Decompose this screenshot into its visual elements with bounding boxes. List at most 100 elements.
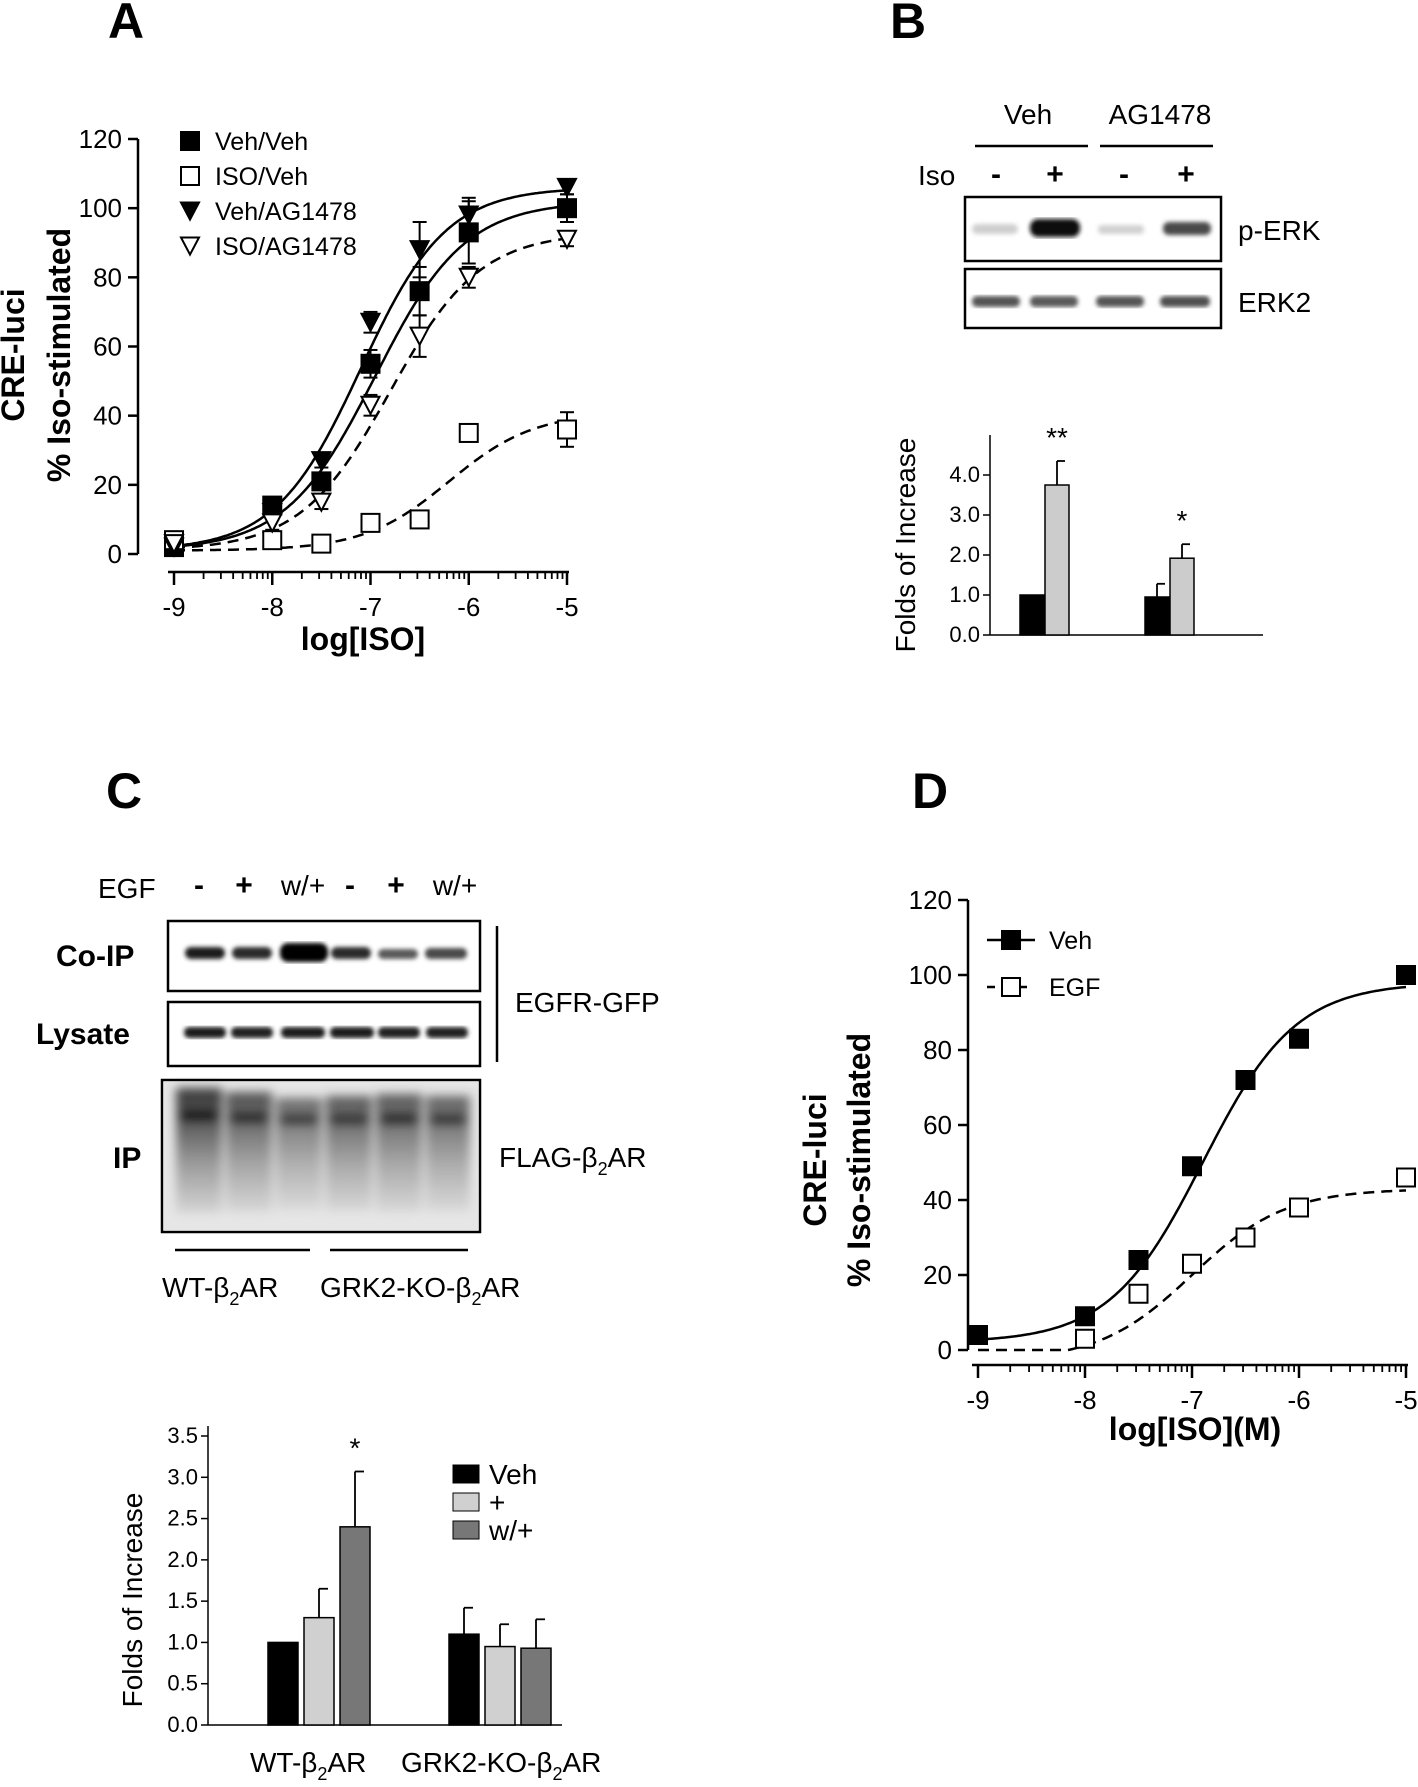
legend-swatch-1 [452,1464,480,1484]
series-4-point [408,326,431,347]
y-tick-label: 120 [909,885,952,915]
panel-d-ylabel-line1: CRE-luci [797,1093,833,1226]
bar-series-2-group-1 [1044,484,1070,636]
ip-smear-6 [426,1096,470,1211]
fit-curve-1 [173,204,568,548]
y-tick-label: 40 [93,401,122,431]
series-2-point [1075,1328,1095,1349]
series-4-point [458,267,480,289]
y-tick-label: 2.0 [167,1547,198,1572]
y-tick-label: 1.5 [167,1588,198,1613]
legend-label-1: Veh [1049,927,1092,955]
series-3-point [556,177,578,199]
blot-c-flag-label: FLAG-β2AR [499,1142,646,1179]
blot-b-iso-sign-1: - [991,158,1001,191]
panel-c: EGF - + w/+ - + w/+ Co-IP Lysate EGFR-GF… [36,869,660,1784]
blot-c-lysate-bands [184,1027,468,1038]
series-2-point [311,533,332,554]
ko-sub: 2 [471,1289,481,1309]
lysate-band-3 [281,1027,325,1038]
ko-post: AR [481,1272,520,1303]
series-2-point [1128,1283,1149,1304]
ip-smear-4 [326,1096,372,1211]
y-tick-label: 3.0 [167,1464,198,1489]
legend-marker-3 [179,201,201,222]
y-tick-label: 40 [923,1185,952,1215]
series-2-point [1235,1227,1256,1248]
blot-c-group-ko: GRK2-KO-β2AR [320,1272,520,1309]
y-tick-label: 0.0 [167,1712,198,1737]
series-2-point [1289,1197,1309,1218]
panel-a-legend: Veh/Veh ISO/Veh Veh/AG1478 ISO/AG1478 [179,128,357,261]
blot-c-label-coip: Co-IP [56,940,134,973]
y-tick-label: 0.0 [949,622,980,647]
legend-marker-1 [180,131,200,151]
series-1-point [557,198,577,219]
cat-ko-pre: GRK2-KO-β [401,1747,552,1778]
series-3-point [359,312,382,333]
flag-label-sub: 2 [598,1159,608,1179]
blot-c-lane-4: - [345,869,355,902]
legend-swatch-3 [452,1520,480,1540]
legend-label-3: w/+ [488,1515,533,1546]
panel-d-chart: 0 20 40 60 80 100 120 -9 -8 -7 -6 -5 Veh EGF CRE-luc… [797,885,1418,1447]
significance-mark: ** [1046,422,1068,453]
panel-b-chart: 0.01.02.03.04.0*** [949,422,1263,647]
blot-b-label-perk: p-ERK [1238,215,1321,246]
legend-marker-2 [1001,977,1021,997]
legend-label-3: Veh/AG1478 [215,198,357,226]
series-2-point [262,530,283,551]
cat-ko-post: AR [562,1747,601,1778]
cat-ko-sub: 2 [552,1764,562,1784]
legend-label-1: Veh/Veh [215,128,308,156]
blot-b-iso-sign-3: - [1119,158,1129,191]
lysate-band-1 [184,1027,226,1038]
y-tick-label: 100 [909,960,952,990]
panel-a-ylabel-line1: CRE-luci [0,288,31,421]
blot-b-perk-bands [972,219,1211,237]
series-4-point [261,513,283,534]
panel-a-axes: 0 20 40 60 80 100 120 -9 -8 -7 -6 -5 [79,124,579,622]
wt-sub: 2 [229,1289,239,1309]
x-tick-label: -9 [162,592,185,622]
blot-c-label-lysate: Lysate [36,1018,130,1051]
y-tick-label: 4.0 [949,462,980,487]
panel-c-cat-ko: GRK2-KO-β2AR [401,1747,601,1784]
wt-post: AR [239,1272,278,1303]
panel-letter-a: A [108,0,144,49]
lysate-band-2 [231,1027,273,1038]
bar-series-1-group-2 [1144,596,1170,636]
series-2-point [1182,1253,1202,1274]
y-tick-label: 3.5 [167,1423,198,1448]
erk2-band-2 [1030,296,1078,307]
perk-band-3 [1098,225,1144,234]
y-tick-label: 120 [79,124,122,154]
bar-series-2-group-2 [1169,557,1195,636]
series-2-point [557,419,577,440]
blot-c-egfr-label: EGFR-GFP [515,987,660,1018]
series-3-point [458,205,480,226]
y-tick-label: 20 [93,470,122,500]
series-1-point [1182,1156,1202,1177]
fit-curve-1 [977,985,1407,1341]
legend-label-1: Veh [489,1459,537,1490]
panel-c-cat-wt: WT-β2AR [250,1747,366,1784]
series-1-point [968,1325,988,1345]
fit-curve-2 [978,1189,1406,1352]
panel-a-points [163,177,578,558]
panel-d-points [968,965,1416,1349]
y-tick-label: 0.5 [167,1671,198,1696]
bar-series-3-group-1 [339,1526,371,1726]
coip-band-3 [280,943,328,962]
fit-curve-3 [173,189,568,548]
bar-series-2-group-2 [484,1645,516,1726]
series-4-point [359,395,382,416]
panel-a-chart: 0 20 40 60 80 100 120 -9 -8 -7 -6 -5 Veh/Veh ISO/Veh… [0,124,579,657]
series-1-point [1289,1028,1309,1049]
x-tick-label: -6 [1287,1385,1310,1415]
fit-curve-4 [173,237,568,550]
x-tick-label: -8 [1073,1385,1096,1415]
series-1-point [458,222,479,243]
y-tick-label: 60 [923,1110,952,1140]
